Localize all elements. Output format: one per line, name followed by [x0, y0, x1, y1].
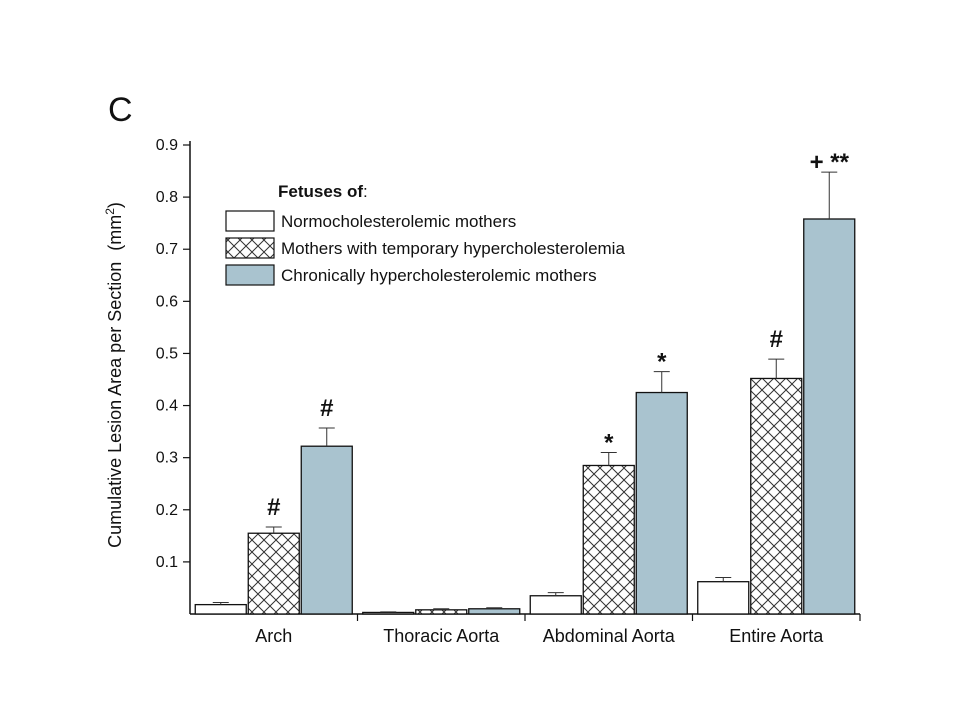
panel-label: C — [108, 91, 133, 129]
significance-marker: * — [604, 429, 614, 456]
svg-text:Cumulative Lesion Area per Sec: Cumulative Lesion Area per Section (mm2) — [103, 202, 125, 548]
bar — [468, 608, 521, 615]
bar — [529, 595, 582, 615]
significance-marker: + ** — [810, 149, 850, 176]
bar — [247, 532, 300, 615]
bars: Arch # # Thoracic Aorta Abdominal Aorta * * Ent… — [194, 149, 856, 646]
x-category-label: Thoracic Aorta — [383, 626, 500, 646]
y-tick-label: 0.2 — [156, 502, 178, 519]
y-axis-unit: (mm — [105, 215, 125, 251]
bar — [582, 464, 635, 615]
significance-marker: # — [267, 494, 280, 521]
legend-title: Fetuses of: — [278, 182, 368, 201]
bar — [415, 609, 468, 615]
legend-swatch — [225, 237, 275, 259]
significance-marker: # — [320, 395, 333, 422]
significance-marker: # — [770, 326, 783, 353]
x-category-label: Abdominal Aorta — [543, 626, 676, 646]
bar — [803, 218, 856, 615]
legend-entry: Mothers with temporary hypercholesterole… — [281, 239, 625, 258]
legend-entry: Chronically hypercholesterolemic mothers — [281, 266, 597, 285]
legend: Fetuses of: Normocholesterolemic mothers M… — [225, 182, 625, 286]
bar — [697, 581, 750, 615]
bar — [635, 391, 688, 615]
legend-swatch — [225, 210, 275, 232]
x-category-label: Entire Aorta — [729, 626, 824, 646]
bar — [362, 611, 415, 615]
y-tick-label: 0.8 — [156, 189, 178, 206]
legend-entry: Normocholesterolemic mothers — [281, 212, 516, 231]
y-tick-label: 0.1 — [156, 554, 178, 571]
bar — [194, 603, 247, 615]
x-category-label: Arch — [255, 626, 292, 646]
y-axis-label: Cumulative Lesion Area per Section (mm2) — [103, 202, 125, 548]
y-tick-label: 0.6 — [156, 293, 178, 310]
y-axis-unit-close: ) — [105, 202, 125, 208]
bar — [750, 377, 803, 615]
y-tick-label: 0.4 — [156, 398, 178, 415]
y-tick-label: 0.7 — [156, 241, 178, 258]
y-tick-label: 0.3 — [156, 450, 178, 467]
y-axis-title: Cumulative Lesion Area per Section — [105, 262, 125, 548]
y-tick-label: 0.5 — [156, 345, 178, 362]
legend-swatch — [225, 264, 275, 286]
y-tick-label: 0.9 — [156, 137, 178, 154]
y-axis-unit-exponent: 2 — [103, 208, 117, 215]
bar — [300, 445, 353, 615]
significance-marker: * — [657, 349, 667, 376]
